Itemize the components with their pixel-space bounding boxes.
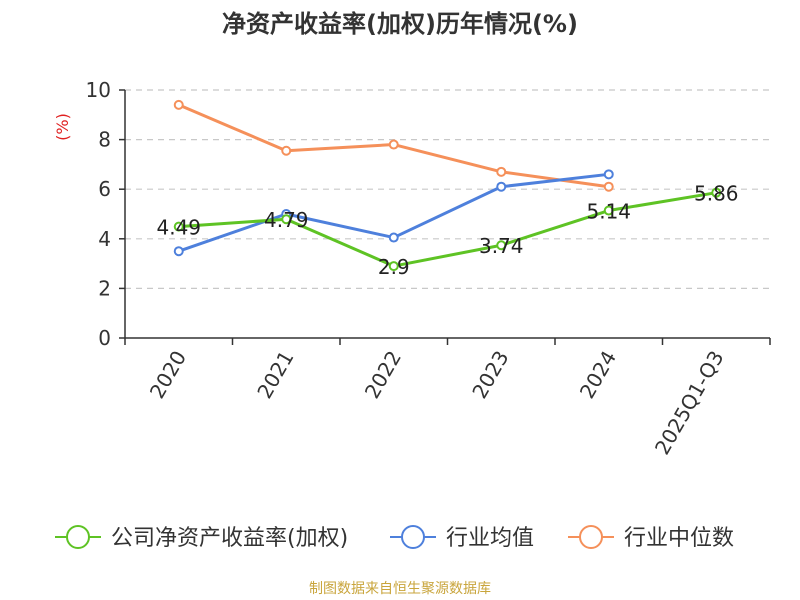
- data-point: [711, 187, 722, 198]
- data-label: 3.74: [479, 234, 524, 258]
- data-point: [173, 246, 184, 257]
- data-point: [603, 181, 614, 192]
- x-tick-label: 2025Q1-Q3: [650, 347, 729, 459]
- data-point: [388, 139, 399, 150]
- data-point: [496, 166, 507, 177]
- x-tick-label: 2024: [575, 347, 621, 403]
- data-point: [281, 214, 292, 225]
- data-point: [173, 221, 184, 232]
- data-label: 2.9: [378, 255, 410, 279]
- data-point: [388, 261, 399, 272]
- x-tick-label: 2021: [252, 347, 298, 403]
- data-point: [496, 240, 507, 251]
- series-line-0: [178, 191, 717, 268]
- legend: 公司净资产收益率(加权) 行业均值 行业中位数: [55, 525, 734, 551]
- data-label: 4.79: [264, 208, 309, 232]
- axes: [119, 89, 771, 345]
- data-label: 5.14: [586, 200, 631, 224]
- y-axis-label: (%): [53, 113, 72, 141]
- x-tick-label: 2022: [360, 347, 406, 403]
- legend-item-0: 公司净资产收益率(加权): [55, 525, 348, 551]
- x-tick-labels: 2020 2021 2022 2023 2024 2025Q1-Q3: [145, 347, 729, 459]
- chart-title: 净资产收益率(加权)历年情况(%): [222, 10, 578, 38]
- legend-label: 行业中位数: [624, 526, 734, 551]
- data-label: 5.86: [694, 182, 739, 206]
- legend-item-2: 行业中位数: [568, 525, 734, 551]
- y-tick-label: 2: [98, 276, 111, 300]
- source-credit: 制图数据来自恒生聚源数据库: [309, 581, 491, 597]
- y-tick-label: 0: [98, 326, 111, 350]
- y-tick-label: 8: [98, 128, 111, 152]
- legend-marker: [579, 525, 603, 549]
- y-tick-label: 10: [86, 78, 111, 102]
- legend-marker: [66, 525, 90, 549]
- x-tick-label: 2020: [145, 347, 191, 403]
- legend-item-1: 行业均值: [390, 525, 534, 551]
- legend-label: 公司净资产收益率(加权): [111, 526, 348, 551]
- data-point: [603, 169, 614, 180]
- x-tick-label: 2023: [467, 347, 513, 403]
- data-labels: 4.49 4.79 2.9 3.74 5.14 5.86: [156, 182, 738, 279]
- legend-marker: [401, 525, 425, 549]
- data-point: [173, 99, 184, 110]
- data-point: [388, 232, 399, 243]
- y-tick-label: 6: [98, 177, 111, 201]
- grid-lines: [125, 89, 770, 289]
- legend-label: 行业均值: [446, 526, 534, 551]
- y-tick-labels: 0 2 4 6 8 10: [86, 78, 111, 350]
- series-lines: [173, 99, 722, 272]
- data-label: 4.49: [156, 216, 201, 240]
- y-tick-label: 4: [98, 227, 111, 251]
- data-point: [281, 145, 292, 156]
- data-point: [496, 181, 507, 192]
- data-point: [603, 205, 614, 216]
